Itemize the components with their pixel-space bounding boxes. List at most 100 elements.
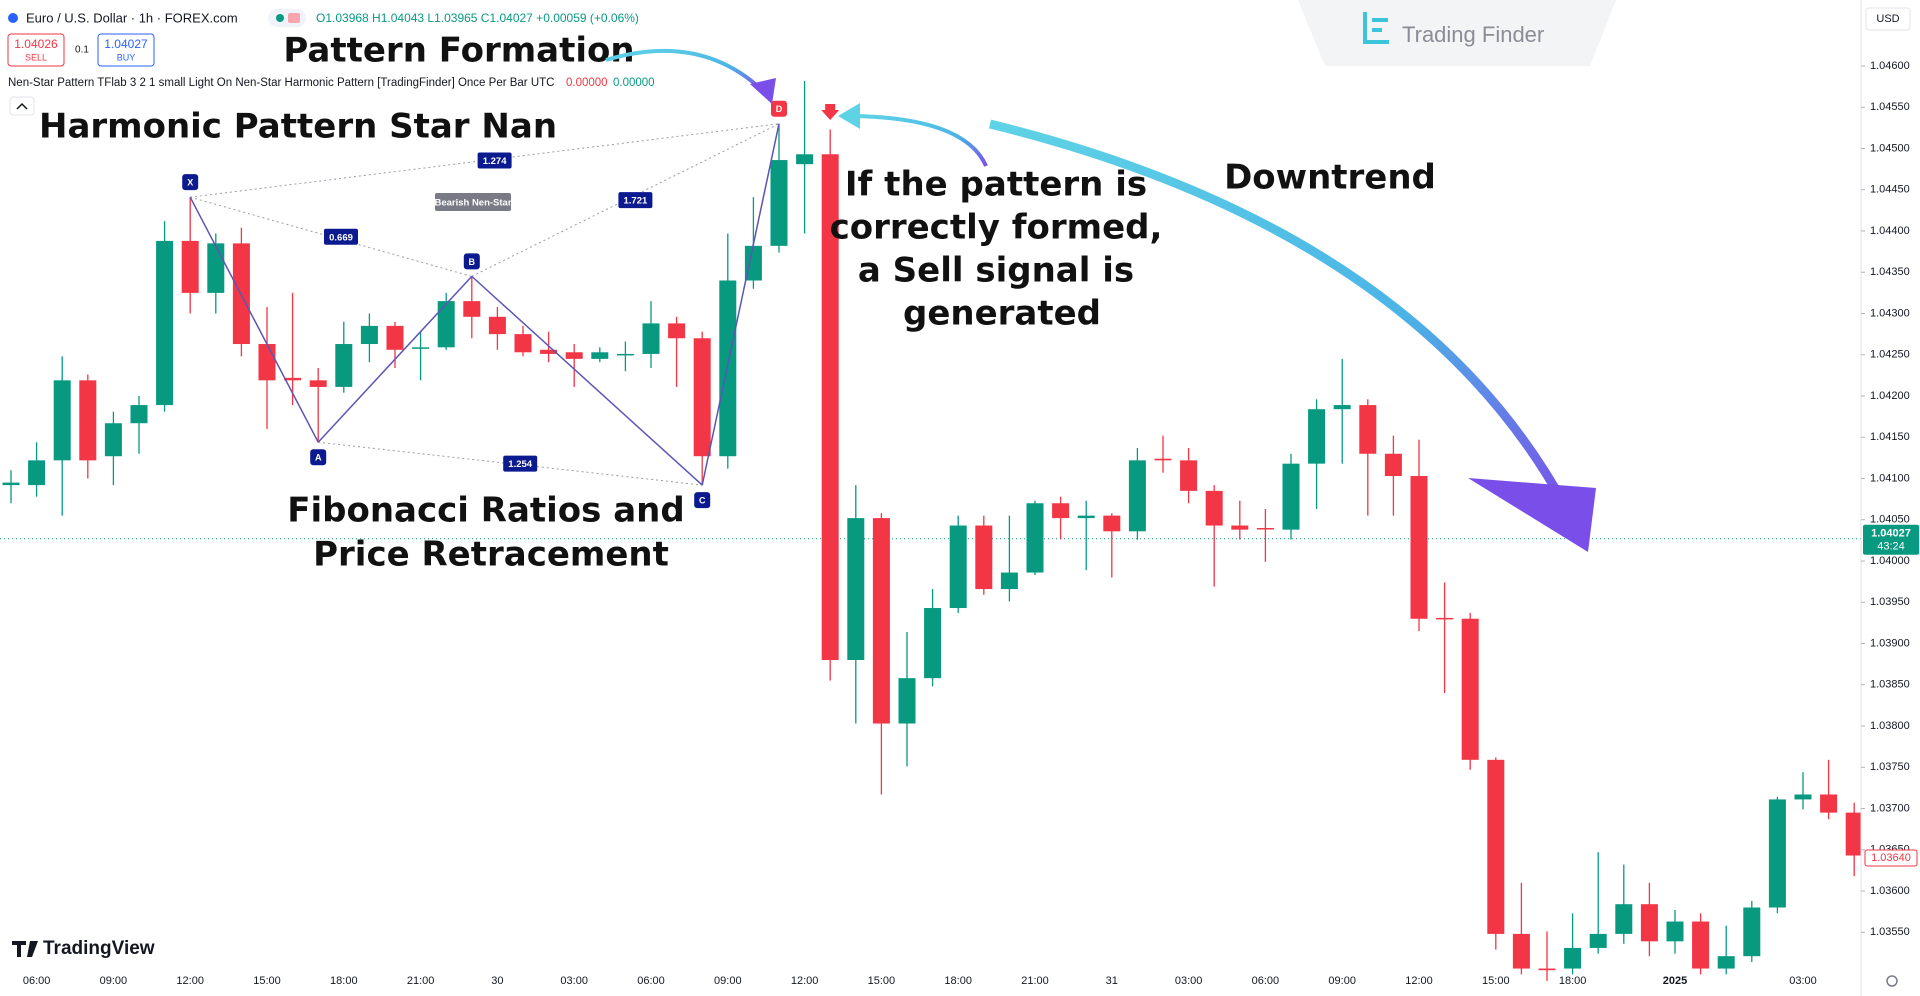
buy-button[interactable] [97,33,155,67]
candle-body [207,243,225,293]
annotation: Downtrend [1224,158,1436,198]
sell-button[interactable] [7,33,65,67]
candle-body [693,338,711,457]
candle-body [1820,794,1838,813]
pattern-name: Bearish Nen-Star [434,198,511,209]
y-tick-label: 1.03850 [1870,679,1910,691]
candle-body [1231,525,1249,530]
candle-body [642,323,660,354]
y-tick-label: 1.04300 [1870,307,1910,319]
collapse-icon[interactable] [16,102,28,110]
pattern-point-label: A [315,453,322,463]
pattern-guide [318,441,703,486]
symbol[interactable]: Euro / U.S. Dollar · 1h · FOREX.com [26,10,238,25]
pattern-point [463,253,480,270]
pattern-point [182,174,199,191]
candle-body [79,380,97,461]
indicator-name[interactable]: Nen-Star Pattern TFlab 3 2 1 small Light… [8,77,554,89]
pattern-point [771,100,787,117]
candle-body [847,518,865,660]
candle-body [284,377,302,381]
sell-price[interactable]: 1.04026 [14,37,58,51]
candle-body [1333,405,1351,410]
candle-body [540,349,558,354]
candle-body [1000,572,1018,590]
candle-body [514,334,532,353]
x-tick-label: 09:00 [1328,975,1356,987]
annotation: Fibonacci Ratios and [287,491,684,531]
buy-price[interactable]: 1.04027 [104,37,148,51]
price-axis: 1.04600 1.04550 1.04500 1.04450 1.04400 1.043… [1861,60,1919,938]
ratio-box [618,192,653,209]
price-badge-label: 1.03640 [1871,852,1911,864]
ohlc: O1.03968 H1.04043 L1.03965 C1.04027 +0.0… [316,11,639,25]
y-tick-label: 1.04550 [1870,101,1910,113]
x-tick-label: 18:00 [944,975,972,987]
x-tick-label: 03:00 [1789,975,1817,987]
x-tick-label: 12:00 [176,975,204,987]
candle-body [898,678,916,724]
y-tick-label: 1.04250 [1870,349,1910,361]
arrow-head [838,103,860,129]
candle-body [1308,409,1326,464]
candle-body [488,316,506,335]
y-tick-label: 1.04500 [1870,142,1910,154]
x-tick-label: 15:00 [1482,975,1510,987]
candle-body [360,325,378,345]
candle-body [335,344,353,387]
candle-body [616,353,634,356]
annotation: Harmonic Pattern Star Nan [39,107,557,147]
brand-name: Trading Finder [1402,22,1544,47]
candle-body [156,240,174,406]
candle-body [1692,921,1710,969]
current-price-label: 1.04027 [1871,528,1911,540]
y-tick-label: 1.03900 [1870,637,1910,649]
ratio-box [477,152,512,169]
candle-body [1205,490,1223,526]
arrow [988,119,1574,518]
pattern-leg [189,196,319,443]
candle-body [1282,463,1300,530]
candle-body [719,280,737,457]
ratio-label: 1.274 [483,156,507,167]
candle-body [386,325,404,350]
y-tick-label: 1.04400 [1870,225,1910,237]
x-tick-label: 18:00 [330,975,358,987]
x-tick-label: 03:00 [1175,975,1203,987]
candle-body [1077,515,1095,519]
candle-body [1128,460,1146,532]
y-tick-label: 1.04200 [1870,390,1910,402]
lot-size[interactable]: 0.1 [75,45,89,56]
collapse-button[interactable] [9,96,35,116]
settings-icon[interactable] [1886,975,1898,987]
candle-body [1461,618,1479,760]
y-tick-label: 1.04050 [1870,514,1910,526]
pattern-point-label: D [776,104,783,114]
currency[interactable]: USD [1876,13,1899,25]
sell-label[interactable]: SELL [25,52,47,62]
y-tick-label: 1.03700 [1870,802,1910,814]
ratio-box [324,228,358,245]
buy-label[interactable]: BUY [117,52,136,62]
arrow [605,48,764,92]
candle-body [28,460,46,486]
candle-body [591,352,609,359]
candle-body [796,154,814,165]
candle-body [1794,794,1812,800]
candle-body [1487,759,1505,934]
candle-body [463,301,481,317]
candle-body [1154,458,1172,461]
x-tick-label: 12:00 [791,975,819,987]
candle-body [1564,947,1582,969]
pattern-leg [701,123,780,486]
currency-button[interactable] [1865,7,1911,31]
y-tick-label: 1.04450 [1870,184,1910,196]
symbol-icon [8,13,18,23]
candle-body [924,608,942,679]
x-tick-label: 21:00 [407,975,435,987]
y-tick-label: 1.04150 [1870,431,1910,443]
platform-logo [12,941,38,957]
x-tick-label: 06:00 [1252,975,1280,987]
candle-body [1640,904,1658,942]
